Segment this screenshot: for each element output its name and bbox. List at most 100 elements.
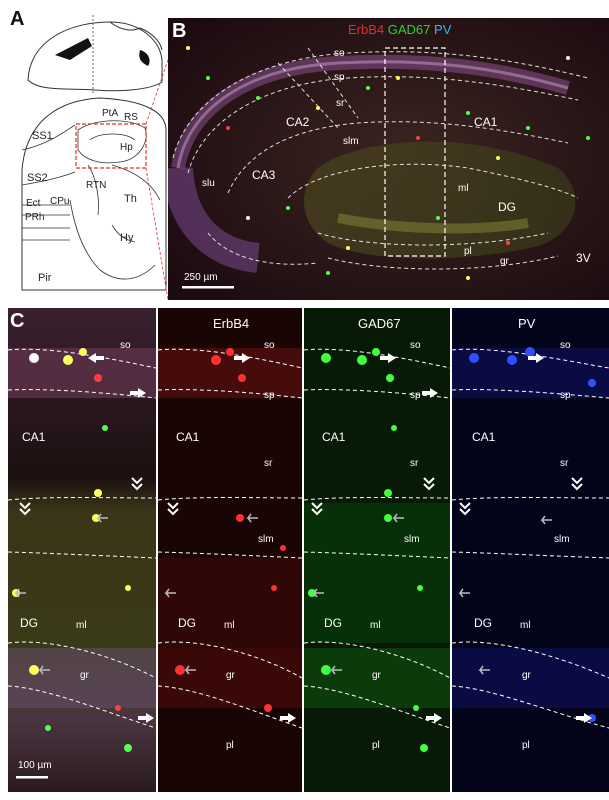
erbb4-pl: pl — [226, 740, 234, 751]
label-sp: sp — [334, 72, 345, 83]
region-pir: Pir — [38, 272, 52, 284]
gad67-sp: sp — [410, 390, 421, 401]
region-of-interest-box — [75, 123, 147, 169]
scale-bar-b — [182, 286, 234, 289]
region-prh: PRh — [25, 212, 45, 223]
label-slm: slm — [343, 136, 359, 147]
pv-slm: slm — [554, 534, 570, 545]
hollow-arrow-icon — [478, 665, 490, 675]
arrow-icon — [88, 353, 104, 363]
erbb4-sp: sp — [264, 390, 275, 401]
pv-pl: pl — [522, 740, 530, 751]
brain-atlas-diagram — [21, 15, 168, 300]
chevron-down-icon — [571, 477, 583, 491]
hippocampus-micrograph — [168, 18, 609, 300]
label-ca1: CA1 — [474, 115, 498, 129]
channel-merge — [8, 308, 156, 792]
gad67-slm: slm — [404, 534, 420, 545]
arrow-icon — [130, 388, 146, 398]
arrow-icon — [426, 713, 442, 723]
erbb4-gr: gr — [226, 670, 235, 681]
legend-pv: PV — [434, 22, 452, 37]
chevron-down-icon — [131, 477, 143, 491]
gad67-ca1: CA1 — [322, 430, 346, 444]
chevron-down-icon — [459, 502, 471, 516]
region-cpu: CPu — [50, 196, 70, 207]
arrow-icon — [576, 713, 592, 723]
panel-c: C ErbB4 GAD67 PV so CA1 DG ml gr 100 µm … — [8, 308, 609, 800]
hollow-arrow-icon — [96, 513, 108, 523]
gad67-ml: ml — [370, 620, 381, 631]
label-ca3: CA3 — [252, 168, 276, 182]
region-ss2: SS2 — [27, 172, 48, 184]
label-ml: ml — [458, 183, 469, 194]
gad67-pl: pl — [372, 740, 380, 751]
erbb4-ca1: CA1 — [176, 430, 200, 444]
erbb4-dg: DG — [178, 616, 196, 630]
gad67-sr: sr — [410, 458, 419, 469]
hollow-arrow-icon — [540, 515, 552, 525]
hollow-arrow-icon — [38, 665, 50, 675]
title-erbb4: ErbB4 — [213, 316, 250, 331]
erbb4-slm: slm — [258, 534, 274, 545]
region-rtn: RTN — [86, 180, 107, 191]
chevron-down-icon — [19, 502, 31, 516]
legend-erbb4: ErbB4 — [348, 22, 385, 37]
label-so: so — [334, 48, 345, 59]
erbb4-ml: ml — [224, 620, 235, 631]
region-th: Th — [124, 193, 137, 205]
label-dg: DG — [498, 200, 516, 214]
scale-bar-c — [16, 776, 48, 779]
arrow-icon — [528, 353, 544, 363]
panel-b: B ErbB4 GAD67 PV so sp sr CA2 CA1 slm CA… — [168, 18, 609, 300]
merge-image — [8, 308, 156, 792]
merge-gr: gr — [80, 670, 89, 681]
arrow-icon — [380, 353, 396, 363]
pv-image — [452, 308, 609, 792]
hollow-arrow-icon — [246, 513, 258, 523]
hollow-arrow-icon — [184, 665, 196, 675]
arrow-markers — [14, 353, 592, 723]
merge-ca1: CA1 — [22, 430, 46, 444]
channel-pv — [452, 308, 609, 792]
hollow-arrow-icon — [330, 665, 342, 675]
label-pl: pl — [464, 246, 472, 257]
legend-gad67: GAD67 — [387, 22, 431, 37]
pv-dg: DG — [474, 616, 492, 630]
region-ss1: SS1 — [32, 130, 53, 142]
arrow-icon — [280, 713, 296, 723]
gad67-image — [304, 308, 450, 792]
hollow-arrow-icon — [164, 588, 176, 598]
label-gr: gr — [500, 256, 509, 267]
title-pv: PV — [518, 316, 536, 331]
region-pta: PtA — [102, 108, 119, 119]
hollow-arrow-icon — [14, 588, 26, 598]
pv-sp: sp — [560, 390, 571, 401]
scale-label-b: 250 µm — [184, 272, 218, 283]
hollow-arrow-icon — [458, 588, 470, 598]
hollow-arrow-icon — [312, 588, 324, 598]
label-sr: sr — [336, 98, 345, 109]
erbb4-sr: sr — [264, 458, 273, 469]
label-3v: 3V — [576, 251, 591, 265]
arrow-icon — [422, 388, 438, 398]
channel-erbb4 — [158, 308, 302, 792]
pv-gr: gr — [522, 670, 531, 681]
pv-sr: sr — [560, 458, 569, 469]
pv-so: so — [560, 340, 571, 351]
gad67-gr: gr — [372, 670, 381, 681]
merge-ml: ml — [76, 620, 87, 631]
title-gad67: GAD67 — [358, 316, 401, 331]
pv-ca1: CA1 — [472, 430, 496, 444]
erbb4-so: so — [264, 340, 275, 351]
chevron-down-icon — [423, 477, 435, 491]
merge-so: so — [120, 340, 131, 351]
label-ca2: CA2 — [286, 115, 310, 129]
region-ect: Ect — [26, 198, 41, 209]
gad67-dg: DG — [324, 616, 342, 630]
hollow-arrow-icon — [392, 513, 404, 523]
arrow-icon — [234, 353, 250, 363]
panel-a-label: A — [10, 8, 25, 30]
channel-legend: ErbB4 GAD67 PV — [348, 22, 451, 37]
chevron-down-icon — [311, 502, 323, 516]
